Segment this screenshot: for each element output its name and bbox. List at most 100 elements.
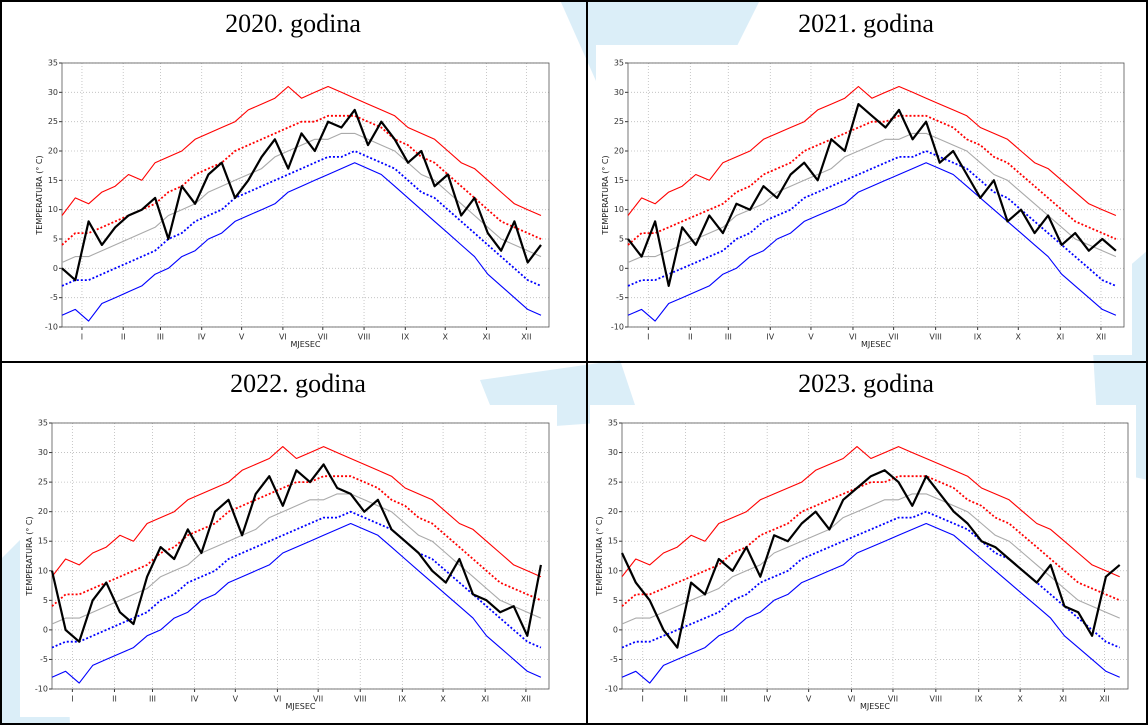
panel-title: 2023. godina <box>798 369 934 398</box>
x-tick-label: III <box>149 695 156 704</box>
y-tick-label: 25 <box>38 478 48 487</box>
y-tick-label: 5 <box>53 235 58 244</box>
y-axis-label: TEMPERATURA (° C) <box>35 155 44 235</box>
x-tick-label: XI <box>1059 695 1067 704</box>
x-tick-label: III <box>721 695 728 704</box>
y-tick-label: 10 <box>38 566 48 575</box>
x-tick-label: XII <box>521 695 531 704</box>
y-tick-label: 35 <box>48 59 58 68</box>
panel-title: 2021. godina <box>798 9 934 38</box>
x-tick-label: I <box>647 333 649 342</box>
y-tick-label: 35 <box>614 59 624 68</box>
plot-frame <box>51 422 550 690</box>
y-tick-label: 0 <box>53 264 58 273</box>
chart-background <box>30 45 557 355</box>
chart-background <box>590 405 1136 717</box>
y-tick-label: 25 <box>48 117 58 126</box>
x-tick-label: IV <box>766 333 774 342</box>
series-line <box>621 469 1121 649</box>
y-tick-label: 10 <box>48 205 58 214</box>
x-tick-label: III <box>157 333 164 342</box>
series-line <box>50 463 542 643</box>
y-tick-label: 35 <box>608 419 618 428</box>
series-line <box>61 150 542 287</box>
y-tick-label: -5 <box>50 293 58 302</box>
series-line <box>51 510 542 649</box>
x-tick-label: IV <box>191 695 199 704</box>
y-tick-label: 10 <box>608 566 618 575</box>
y-axis-label: TEMPERATURA (° C) <box>595 516 604 596</box>
y-tick-label: 5 <box>619 235 624 244</box>
x-tick-label: VIII <box>354 695 367 704</box>
x-tick-label: III <box>725 333 732 342</box>
x-tick-label: XII <box>1099 695 1109 704</box>
x-tick-label: VII <box>313 695 323 704</box>
series-line <box>627 114 1117 246</box>
y-tick-label: -5 <box>610 655 618 664</box>
y-tick-label: 15 <box>38 537 48 546</box>
x-tick-label: IV <box>198 333 206 342</box>
y-tick-label: 0 <box>613 625 618 634</box>
series-line <box>627 85 1117 217</box>
series-line <box>627 162 1117 322</box>
x-tick-label: XI <box>1056 333 1064 342</box>
x-tick-label: XII <box>1096 333 1106 342</box>
x-tick-label: VI <box>273 695 281 704</box>
x-tick-label: II <box>688 333 693 342</box>
series-line <box>61 108 542 282</box>
chart-background <box>596 45 1132 355</box>
y-tick-label: 0 <box>43 625 48 634</box>
x-tick-label: II <box>683 695 688 704</box>
x-tick-label: I <box>642 695 644 704</box>
y-tick-label: 15 <box>608 537 618 546</box>
x-tick-label: V <box>808 333 814 342</box>
x-tick-label: XI <box>483 333 491 342</box>
y-tick-label: 20 <box>608 507 618 516</box>
x-tick-label: X <box>1017 695 1023 704</box>
y-tick-label: 20 <box>38 507 48 516</box>
x-tick-label: V <box>239 333 245 342</box>
y-tick-label: -5 <box>40 655 48 664</box>
series-line <box>51 493 542 625</box>
x-tick-label: VI <box>849 333 857 342</box>
y-tick-label: 20 <box>614 147 624 156</box>
x-axis-label: MJESEC <box>861 340 891 349</box>
plot-frame <box>61 62 550 328</box>
series-line <box>627 132 1117 264</box>
x-tick-label: X <box>442 333 448 342</box>
x-tick-label: IX <box>401 333 409 342</box>
series-line <box>621 475 1121 607</box>
y-tick-label: -10 <box>45 323 58 332</box>
panel-title: 2020. godina <box>225 9 361 38</box>
y-tick-label: -5 <box>616 293 624 302</box>
x-tick-label: VIII <box>929 333 942 342</box>
x-tick-label: II <box>112 695 117 704</box>
x-axis-label: MJESEC <box>860 702 890 711</box>
x-tick-label: IX <box>398 695 406 704</box>
series-line <box>61 85 542 217</box>
series-line <box>61 132 542 264</box>
x-tick-label: I <box>71 695 73 704</box>
y-tick-label: 10 <box>614 205 624 214</box>
series-line <box>627 103 1117 287</box>
x-tick-label: VI <box>279 333 287 342</box>
x-tick-label: VI <box>848 695 856 704</box>
x-tick-label: X <box>1016 333 1022 342</box>
y-tick-label: 25 <box>614 117 624 126</box>
x-tick-label: VIII <box>358 333 371 342</box>
series-line <box>621 522 1120 684</box>
x-tick-label: IV <box>763 695 771 704</box>
y-tick-label: 15 <box>614 176 624 185</box>
x-tick-label: XI <box>481 695 489 704</box>
series-line <box>61 162 542 322</box>
y-tick-label: 30 <box>38 448 48 457</box>
y-tick-label: 25 <box>608 478 618 487</box>
series-line <box>621 446 1120 578</box>
x-tick-label: VII <box>888 695 898 704</box>
plot-frame <box>621 422 1129 690</box>
